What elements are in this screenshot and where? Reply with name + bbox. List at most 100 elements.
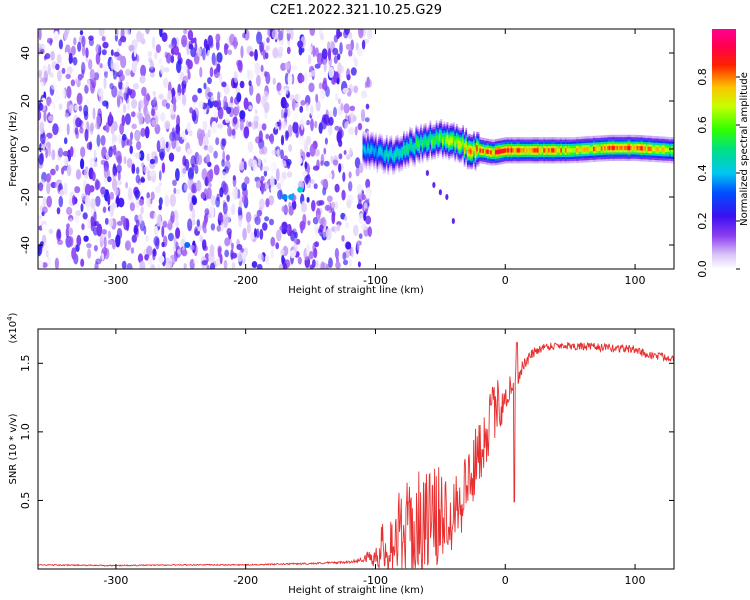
noise-cell [138,112,144,126]
signal-cell [617,150,620,153]
signal-cell [437,149,440,152]
signal-cell [440,151,443,154]
signal-cell [577,143,580,146]
signal-cell [543,154,545,157]
signal-cell [594,150,597,154]
signal-cell [460,134,463,137]
signal-cell [529,143,531,147]
noise-cell [220,171,227,180]
signal-cell [569,145,572,149]
noise-cell [247,141,254,153]
signal-cell [473,155,475,158]
signal-cell [515,158,517,162]
signal-cell [468,159,471,163]
noise-cell [210,223,216,231]
noise-cell [43,110,47,123]
signal-cell [666,154,668,157]
signal-cell [621,143,623,146]
signal-cell [415,140,418,143]
signal-cell [670,137,673,140]
signal-cell [441,143,444,147]
signal-cell [571,150,573,153]
signal-cell [610,145,612,148]
signal-cell [580,153,583,157]
signal-cell [670,158,673,161]
noise-cell [314,241,319,248]
signal-cell [652,155,654,158]
signal-cell [591,148,594,152]
signal-cell [480,139,483,143]
signal-cell [454,133,457,136]
noise-cell [164,120,171,130]
noise-cell [299,105,304,113]
noise-cell [232,175,237,188]
signal-cell [512,158,514,162]
noise-cell [183,263,187,269]
signal-cell [465,151,468,154]
signal-cell [403,152,405,155]
signal-cell [426,138,429,141]
noise-cell [254,109,258,115]
signal-cell [498,147,500,150]
signal-cell [653,140,656,143]
signal-cell [572,150,575,153]
signal-cell [417,146,419,149]
signal-cell [627,156,630,159]
noise-cell [149,60,154,71]
signal-cell [670,145,673,149]
signal-cell [407,139,410,142]
signal-cell [579,158,581,161]
snr-panel: -300 -200 -100 0 100 0.51.01.5 Height of str… [6,312,675,596]
signal-cell [417,154,419,158]
signal-cell [653,157,656,160]
noise-cell [159,29,163,38]
signal-cell [519,150,522,153]
signal-cell [370,142,373,146]
noise-cell [224,237,231,247]
signal-cell [470,162,472,166]
signal-cell [406,153,408,156]
signal-cell [477,146,480,150]
signal-cell [569,150,572,153]
signal-cell [622,150,625,153]
signal-cell [480,144,483,147]
signal-cell [431,129,433,133]
signal-cell [393,150,396,153]
signal-cell [423,130,425,133]
signal-cell [476,133,478,137]
signal-cell [607,156,609,159]
noise-cell [254,62,261,75]
signal-cell [516,145,519,149]
noise-cell [178,71,182,82]
signal-cell [381,152,383,155]
noise-cell [64,29,70,36]
noise-cell [152,249,157,257]
signal-cell [568,152,570,155]
signal-cell [365,134,368,138]
signal-cell [435,133,438,136]
snr-y-scale-prefix: (x10 [8,321,19,344]
signal-cell [480,146,483,149]
signal-cell [457,129,460,132]
noise-cell [108,146,113,158]
signal-cell [445,141,447,144]
noise-cell [39,121,45,135]
signal-cell [451,138,454,141]
noise-cell [77,73,83,81]
signal-cell [468,148,471,152]
signal-cell [410,132,413,135]
signal-cell [670,154,673,157]
signal-cell [479,152,482,155]
noise-cell [316,52,323,66]
signal-cell [373,135,376,138]
signal-cell [616,150,619,153]
signal-cell [572,139,575,142]
signal-cell [494,152,497,155]
signal-cell [627,139,630,142]
signal-cell [551,145,553,149]
noise-cell [170,210,175,224]
noise-cell [182,64,188,72]
noise-cell [107,71,114,80]
signal-cell [585,157,587,161]
signal-cell [376,170,379,174]
